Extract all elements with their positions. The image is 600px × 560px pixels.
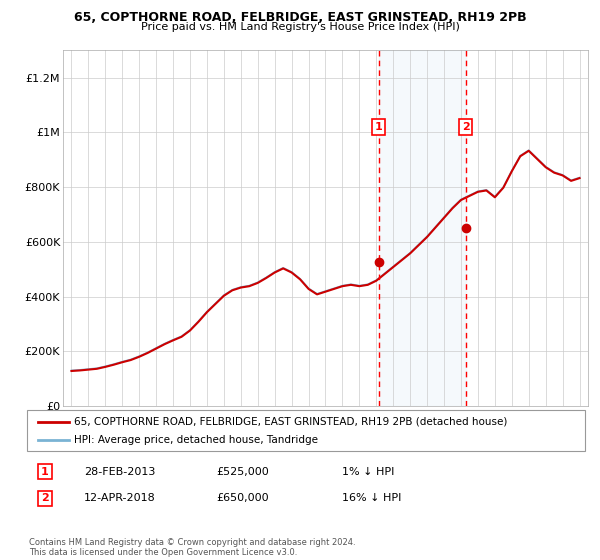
Text: 2: 2 bbox=[462, 122, 470, 132]
Text: Contains HM Land Registry data © Crown copyright and database right 2024.
This d: Contains HM Land Registry data © Crown c… bbox=[29, 538, 355, 557]
Text: 1% ↓ HPI: 1% ↓ HPI bbox=[342, 466, 394, 477]
Text: £525,000: £525,000 bbox=[216, 466, 269, 477]
Text: 2: 2 bbox=[41, 493, 49, 503]
Text: Price paid vs. HM Land Registry's House Price Index (HPI): Price paid vs. HM Land Registry's House … bbox=[140, 22, 460, 32]
Text: 65, COPTHORNE ROAD, FELBRIDGE, EAST GRINSTEAD, RH19 2PB (detached house): 65, COPTHORNE ROAD, FELBRIDGE, EAST GRIN… bbox=[74, 417, 508, 427]
Text: 1: 1 bbox=[41, 466, 49, 477]
Text: 16% ↓ HPI: 16% ↓ HPI bbox=[342, 493, 401, 503]
Text: 65, COPTHORNE ROAD, FELBRIDGE, EAST GRINSTEAD, RH19 2PB: 65, COPTHORNE ROAD, FELBRIDGE, EAST GRIN… bbox=[74, 11, 526, 24]
Text: HPI: Average price, detached house, Tandridge: HPI: Average price, detached house, Tand… bbox=[74, 435, 319, 445]
Text: £650,000: £650,000 bbox=[216, 493, 269, 503]
Text: 12-APR-2018: 12-APR-2018 bbox=[84, 493, 156, 503]
Text: 28-FEB-2013: 28-FEB-2013 bbox=[84, 466, 155, 477]
Bar bbox=[379, 50, 466, 406]
Text: 1: 1 bbox=[375, 122, 383, 132]
